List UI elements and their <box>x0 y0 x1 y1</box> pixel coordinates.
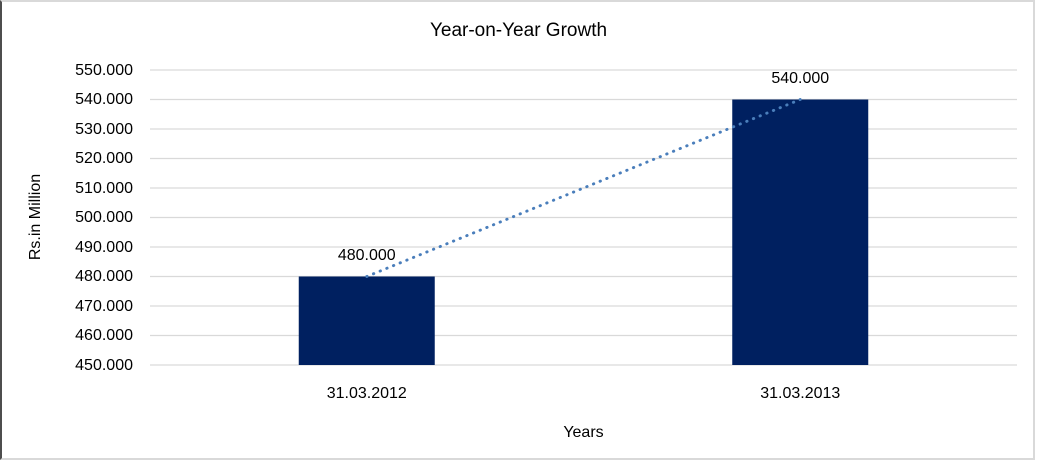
chart-frame-border <box>0 0 1035 460</box>
y-axis-tick-label: 520.000 <box>75 150 133 167</box>
y-axis-tick-label: 480.000 <box>75 268 133 285</box>
y-axis-tick-label: 490.000 <box>75 238 133 256</box>
y-axis-tick-label: 450.000 <box>75 356 133 374</box>
y-axis-tick-label: 460.000 <box>75 327 133 344</box>
bar-data-label: 480.000 <box>337 246 396 264</box>
y-axis-tick-label: 540.000 <box>75 91 133 108</box>
bar <box>732 99 869 365</box>
chart-title: Year-on-Year Growth <box>429 20 608 41</box>
y-axis-tick-label: 510.000 <box>75 179 133 197</box>
bar <box>298 276 435 365</box>
x-axis-title: Years <box>563 424 604 441</box>
y-axis-tick-label: 530.000 <box>75 120 133 138</box>
x-axis-category-label: 31.03.2012 <box>326 385 407 402</box>
bar-data-label: 540.000 <box>771 69 830 87</box>
y-axis-tick-label: 550.000 <box>75 61 133 79</box>
trendline-dotted <box>365 98 802 278</box>
x-axis-category-label: 31.03.2013 <box>760 385 841 402</box>
y-axis-tick-label: 470.000 <box>75 297 133 315</box>
y-axis-tick-label: 500.000 <box>75 209 133 226</box>
